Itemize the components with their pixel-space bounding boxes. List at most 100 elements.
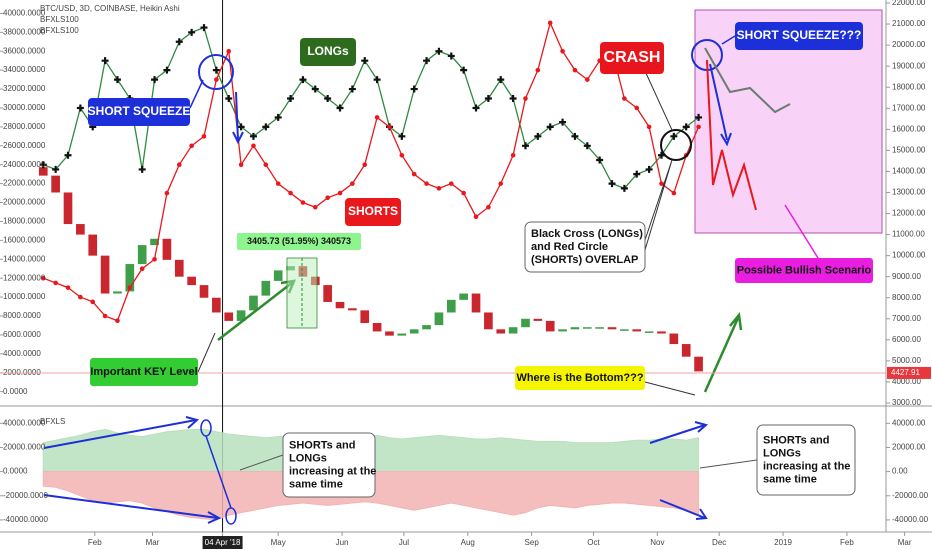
y2-tick-label: 15000.00 [892, 145, 926, 154]
cross-marker [324, 95, 332, 103]
arrow [235, 91, 239, 141]
annotation-box [735, 22, 863, 50]
dot-marker [399, 152, 405, 158]
cross-marker [274, 113, 282, 121]
candle [162, 238, 172, 260]
cross-marker [410, 85, 418, 93]
cross-marker [423, 57, 431, 65]
cross-marker [361, 57, 369, 65]
y-tick-label: -40000.0000 [3, 515, 48, 524]
x-tick-label: Sep [525, 538, 540, 547]
circle [198, 54, 234, 90]
cross-marker [373, 76, 381, 84]
y2-tick-label: 40000.00 [892, 418, 926, 427]
y-tick-label: 2000.0000 [3, 368, 41, 377]
arrow [703, 317, 740, 393]
y2-tick-label: 3000.00 [892, 398, 921, 407]
dot-marker [337, 190, 343, 196]
y-tick-label: 22000.0000 [3, 179, 46, 188]
dot-marker [214, 77, 219, 82]
candle [38, 167, 48, 176]
dot-marker [510, 152, 516, 158]
cross-marker [509, 95, 517, 103]
candle [174, 259, 184, 277]
annotation-box [282, 432, 376, 498]
x-tick-highlight [202, 536, 243, 549]
y2-tick-label: 9000.00 [892, 272, 921, 281]
annotation-text: SHORT SQUEEZE [88, 104, 191, 118]
cross-marker [212, 66, 220, 74]
x-tick-label: Mar [146, 538, 160, 547]
dot-marker [40, 275, 46, 281]
dot-marker [164, 190, 170, 196]
cross-marker [151, 76, 159, 84]
annotation-text: Black Cross (LONGs) [531, 228, 643, 240]
candle [657, 331, 666, 334]
candle [125, 264, 135, 292]
y2-tick-label: 19000.00 [892, 61, 926, 70]
y-tick-label: 16000.0000 [3, 235, 46, 244]
dot-marker [584, 77, 590, 82]
cross-marker [336, 104, 344, 112]
cross-marker [138, 165, 146, 173]
cross-marker [39, 161, 47, 169]
cross-marker [620, 184, 628, 192]
cross-marker [52, 165, 60, 173]
annotation-text: Where is the Bottom??? [516, 372, 643, 384]
indicator-label: BFXLS100 [40, 15, 79, 24]
connector [699, 459, 758, 469]
arrow-head [185, 416, 200, 429]
candle [385, 331, 394, 336]
cross-marker [583, 142, 591, 150]
dot-marker [572, 67, 578, 73]
y2-tick-label: 4000.00 [892, 377, 921, 386]
cross-marker [447, 52, 455, 60]
dot-marker [473, 214, 479, 220]
y2-tick-label: 7000.00 [892, 314, 921, 323]
chart-title: BTC/USD, 3D, COINBASE, Heikin Ashi [40, 4, 180, 13]
arrow [709, 63, 728, 141]
cross-marker [484, 95, 492, 103]
connector [205, 435, 232, 509]
cross-marker [534, 132, 542, 140]
x-tick-label: May [271, 538, 286, 547]
candle [434, 312, 444, 326]
y2-tick-label: 10000.00 [892, 251, 926, 260]
dot-marker [461, 190, 466, 196]
candle [484, 312, 493, 330]
annotation-text: (SHORTs) OVERLAP [531, 254, 638, 266]
dot-marker [115, 318, 120, 324]
cross-marker [645, 165, 653, 173]
annotation-text: LONGs [289, 452, 327, 464]
candle [545, 320, 555, 332]
cross-marker [113, 76, 121, 84]
annotation-text: and Red Circle [531, 241, 608, 253]
cross-marker [497, 76, 505, 84]
annotation-box [756, 424, 856, 496]
last-price-tag [887, 366, 931, 379]
dot-marker [325, 195, 330, 201]
candle [372, 323, 382, 332]
dot-marker [498, 181, 504, 186]
connector [189, 79, 204, 109]
annotation-text: CRASH [604, 49, 661, 66]
cross-marker [163, 66, 171, 74]
circle [660, 129, 692, 161]
candle [521, 318, 530, 328]
candle [88, 234, 98, 256]
annotation-box [600, 42, 664, 74]
line [43, 26, 699, 190]
candle [261, 280, 271, 296]
dot-marker [65, 285, 71, 290]
y-tick-label: 26000.0000 [3, 141, 46, 150]
candle [632, 329, 642, 332]
cross-marker [237, 123, 245, 131]
connector [644, 381, 696, 396]
cross-marker [472, 104, 480, 112]
dot-marker [696, 124, 701, 130]
cross-marker [608, 180, 616, 188]
arrow-head [729, 311, 743, 331]
cross-marker [435, 47, 443, 55]
cross-marker [299, 76, 307, 84]
dot-marker [139, 266, 145, 272]
